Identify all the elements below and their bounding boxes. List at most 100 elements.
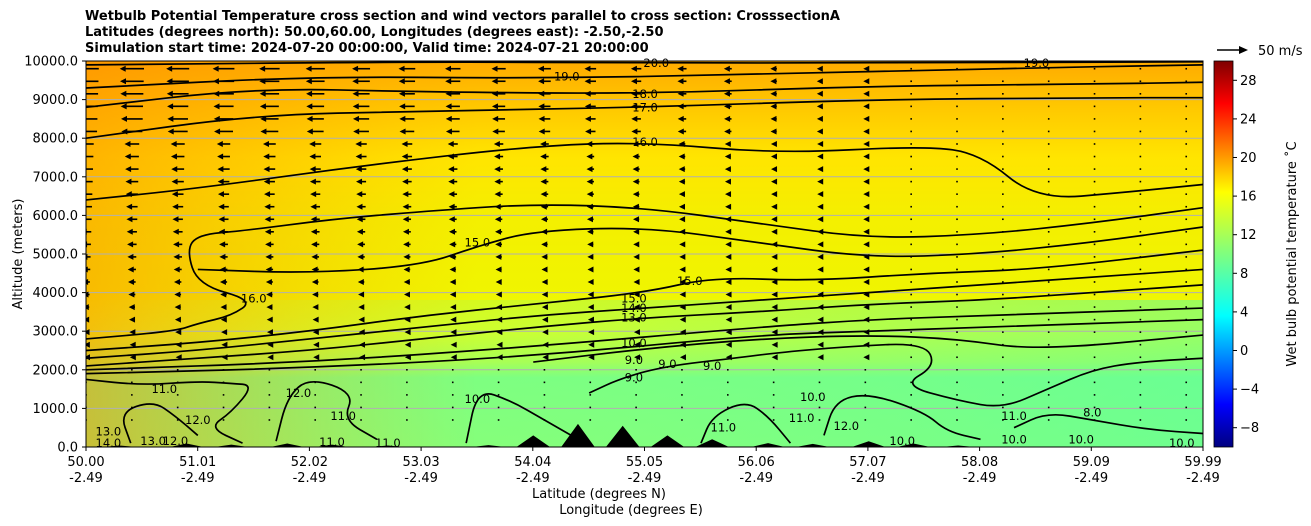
wind-vector <box>817 278 824 285</box>
colorbar-ticks: −8 −4 0 4 8 12 16 20 24 28 <box>1233 74 1259 436</box>
wind-vector <box>1047 105 1050 108</box>
x-axis-label-longitude: Longitude (degrees E) <box>559 503 703 518</box>
wind-vector <box>1002 168 1004 170</box>
contour-line <box>86 284 1203 367</box>
wind-vector <box>356 228 366 235</box>
x-tick-label-lon: -2.49 <box>963 471 997 486</box>
contour-label: 13.0 <box>140 434 166 448</box>
wind-vector <box>1093 80 1096 83</box>
wind-vector <box>725 316 732 323</box>
contour-label: 9.0 <box>625 353 643 367</box>
contour-label: 19.0 <box>1024 56 1050 70</box>
wind-vector <box>588 341 595 348</box>
wind-vector <box>222 419 225 421</box>
wind-vector <box>1093 394 1096 396</box>
y-tick-label: 8000.0 <box>33 132 79 147</box>
colorbar <box>1213 60 1234 448</box>
wind-vector <box>1185 67 1188 70</box>
x-axis-label-latitude: Latitude (degrees N) <box>532 487 666 502</box>
contour-label: 12.0 <box>163 434 189 448</box>
wind-vector <box>956 369 958 371</box>
wind-vector <box>771 354 778 361</box>
wind-vector <box>863 128 870 135</box>
contour-label: 10.0 <box>1068 432 1094 446</box>
wind-vector <box>910 369 912 371</box>
wind-vector <box>542 329 549 336</box>
contour-line <box>588 343 1203 407</box>
wind-vector <box>309 178 321 185</box>
wind-vector <box>263 166 276 173</box>
wind-vector <box>1185 394 1188 396</box>
wind-vector <box>451 381 454 384</box>
wind-vector <box>818 394 821 396</box>
wind-vector <box>309 166 321 173</box>
wind-vector <box>587 316 594 323</box>
wind-vector <box>401 153 413 160</box>
wind-vector <box>310 203 321 210</box>
y-tick-label: 2000.0 <box>33 363 79 378</box>
x-tick-label-lon: -2.49 <box>628 471 662 486</box>
wind-vector <box>357 241 365 248</box>
wind-vector <box>818 406 821 409</box>
wind-vector <box>956 268 958 271</box>
contour-label: 10.0 <box>465 392 491 406</box>
wind-vector <box>817 140 824 147</box>
wind-vector <box>406 369 408 371</box>
wind-vector <box>863 241 870 248</box>
wind-vector <box>770 103 777 110</box>
wind-vector <box>176 369 179 371</box>
wind-vector <box>173 253 182 260</box>
wind-vector <box>86 80 99 83</box>
contour-line <box>86 204 1203 340</box>
wind-vector <box>910 105 912 108</box>
wind-vector <box>910 118 912 120</box>
wind-vector <box>817 241 824 248</box>
x-tick-label-lon: -2.49 <box>739 471 773 486</box>
wind-vector <box>1093 143 1096 145</box>
wind-vector <box>863 266 870 273</box>
colorbar-tick-label: 24 <box>1240 112 1257 127</box>
wind-vector <box>587 304 594 311</box>
wind-vector <box>450 329 457 336</box>
wind-vector <box>214 128 233 135</box>
wind-vector <box>309 140 322 147</box>
wind-vector <box>311 241 320 248</box>
wind-vector <box>1002 268 1004 271</box>
wind-vector <box>1002 306 1004 308</box>
wind-vector <box>1093 180 1096 183</box>
wind-vector <box>1002 143 1004 145</box>
chart-title-line-1: Wetbulb Potential Temperature cross sect… <box>85 9 840 24</box>
wind-vector <box>358 316 365 323</box>
wind-vector <box>1185 356 1188 359</box>
contour-line <box>275 381 378 442</box>
wind-vector <box>356 178 367 185</box>
wind-vector <box>1002 118 1004 120</box>
wind-vector <box>1093 256 1096 258</box>
wind-vector <box>863 103 870 110</box>
wind-vector <box>306 128 324 135</box>
wind-vector <box>816 65 823 72</box>
wind-vector <box>268 369 271 371</box>
wind-vector <box>1047 168 1050 170</box>
wind-vector <box>1002 205 1004 208</box>
wind-vector <box>863 278 870 285</box>
wind-vector <box>314 369 317 371</box>
colorbar-tick-label: 16 <box>1240 190 1257 205</box>
wind-vector <box>681 419 683 421</box>
wind-vector <box>632 178 640 185</box>
wind-vector <box>1002 93 1004 95</box>
wind-vector <box>1047 306 1050 308</box>
wind-vector <box>635 406 637 409</box>
wind-vector <box>219 278 228 285</box>
wind-vector <box>770 153 777 160</box>
wind-vector <box>451 419 454 421</box>
wind-vector <box>264 191 275 198</box>
wind-vector <box>818 381 821 384</box>
wind-vector <box>910 231 912 233</box>
wind-vector <box>631 128 641 135</box>
wind-vector <box>1047 406 1050 409</box>
wind-vector <box>1185 268 1188 271</box>
wind-vector <box>497 419 500 421</box>
wind-vector <box>543 394 546 396</box>
wind-vector <box>353 128 369 135</box>
